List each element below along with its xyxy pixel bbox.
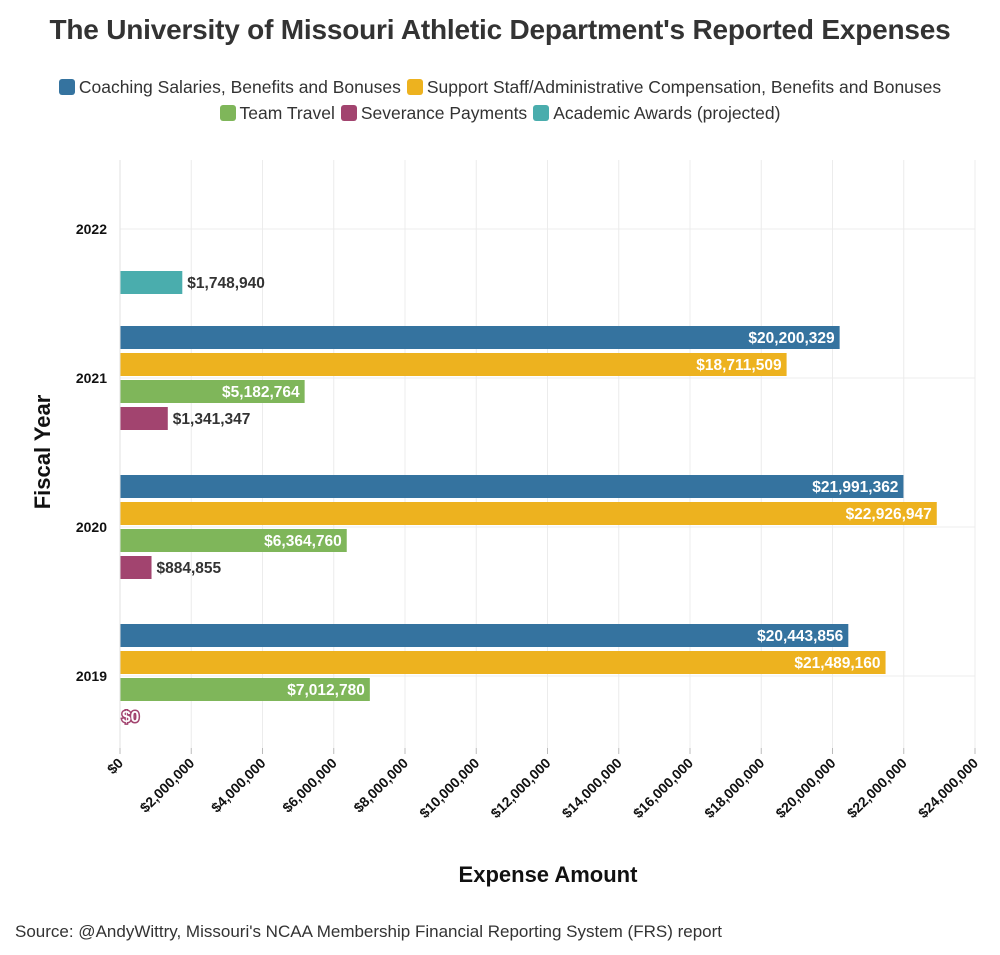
source-note: Source: @AndyWittry, Missouri's NCAA Mem… bbox=[15, 922, 723, 941]
bar-2020-team-travel bbox=[120, 529, 347, 552]
y-tick-label: 2022 bbox=[76, 221, 107, 237]
y-tick-label: 2019 bbox=[76, 668, 107, 684]
data-label: $20,200,329 bbox=[748, 330, 835, 347]
bar-2021-coaching-salaries-benefits-and-bonuses bbox=[120, 326, 840, 349]
legend-item: Coaching Salaries, Benefits and Bonuses bbox=[58, 74, 401, 100]
data-label: $21,489,160 bbox=[794, 655, 880, 672]
x-tick-label: $0 bbox=[104, 755, 126, 777]
legend-label: Team Travel bbox=[239, 103, 335, 123]
gridlines bbox=[119, 160, 976, 748]
x-tick-label: $8,000,000 bbox=[350, 755, 411, 816]
legend-label: Severance Payments bbox=[360, 103, 528, 123]
y-axis-title: Fiscal Year bbox=[30, 394, 55, 509]
bar-2021-team-travel bbox=[120, 380, 305, 403]
bar-2021-support-staff-administrative-compensation-benefits-and-bonuses bbox=[120, 353, 787, 376]
x-tick-label: $18,000,000 bbox=[701, 755, 768, 822]
bar-2019-coaching-salaries-benefits-and-bonuses bbox=[120, 624, 849, 647]
data-label: $1,748,940 bbox=[187, 275, 265, 292]
x-tick-label: $14,000,000 bbox=[559, 755, 626, 822]
legend-item: Severance Payments bbox=[340, 100, 528, 126]
legend-swatch bbox=[406, 79, 423, 95]
data-label: $0 bbox=[122, 709, 139, 726]
x-tick-label: $12,000,000 bbox=[487, 755, 554, 822]
x-tick-label: $4,000,000 bbox=[208, 755, 269, 816]
legend-label: Academic Awards (projected) bbox=[553, 103, 781, 123]
x-tick-label: $10,000,000 bbox=[416, 755, 483, 822]
legend-swatch bbox=[533, 105, 550, 121]
legend-label: Support Staff/Administrative Compensatio… bbox=[426, 77, 942, 97]
bar-2020-coaching-salaries-benefits-and-bonuses bbox=[120, 475, 904, 498]
bar-2019-team-travel bbox=[120, 678, 370, 701]
bar-2019-support-staff-administrative-compensation-benefits-and-bonuses bbox=[120, 651, 886, 674]
legend-swatch bbox=[58, 79, 75, 95]
data-label: $20,443,856 bbox=[757, 628, 844, 645]
data-label: $18,711,509 bbox=[696, 357, 782, 374]
legend-swatch bbox=[219, 105, 236, 121]
bars bbox=[120, 271, 937, 701]
y-tick-label: 2020 bbox=[76, 519, 107, 535]
data-label: $7,012,780 bbox=[287, 682, 365, 699]
data-label: $5,182,764 bbox=[222, 384, 300, 401]
legend-item: Support Staff/Administrative Compensatio… bbox=[406, 74, 942, 100]
chart-title: The University of Missouri Athletic Depa… bbox=[49, 14, 951, 45]
legend-label: Coaching Salaries, Benefits and Bonuses bbox=[78, 77, 401, 97]
bar-2022-academic-awards-projected- bbox=[120, 271, 183, 294]
bar-2021-severance-payments bbox=[120, 407, 168, 430]
data-label: $22,926,947 bbox=[846, 506, 932, 523]
data-label: $1,341,347 bbox=[173, 411, 251, 428]
bar-2020-severance-payments bbox=[120, 556, 152, 579]
y-tick-label: 2021 bbox=[76, 370, 107, 386]
x-tick-label: $6,000,000 bbox=[279, 755, 340, 816]
data-label: $6,364,760 bbox=[264, 533, 342, 550]
x-tick-label: $22,000,000 bbox=[844, 755, 911, 822]
legend: Coaching Salaries, Benefits and Bonuses S… bbox=[10, 74, 990, 126]
data-label: $884,855 bbox=[157, 560, 222, 577]
x-tick-label: $2,000,000 bbox=[137, 755, 198, 816]
data-labels: $1,748,940 $20,200,329 $18,711,509 $5,182,7… bbox=[121, 275, 932, 728]
bar-2020-support-staff-administrative-compensation-benefits-and-bonuses bbox=[120, 502, 937, 525]
x-axis-title: Expense Amount bbox=[459, 862, 639, 887]
legend-item: Academic Awards (projected) bbox=[533, 100, 780, 126]
x-tick-label: $24,000,000 bbox=[915, 755, 982, 822]
data-label: $21,991,362 bbox=[812, 479, 898, 496]
x-tick-label: $16,000,000 bbox=[630, 755, 697, 822]
x-tick-label: $20,000,000 bbox=[772, 755, 839, 822]
legend-swatch bbox=[340, 105, 357, 121]
legend-item: Team Travel bbox=[219, 100, 335, 126]
